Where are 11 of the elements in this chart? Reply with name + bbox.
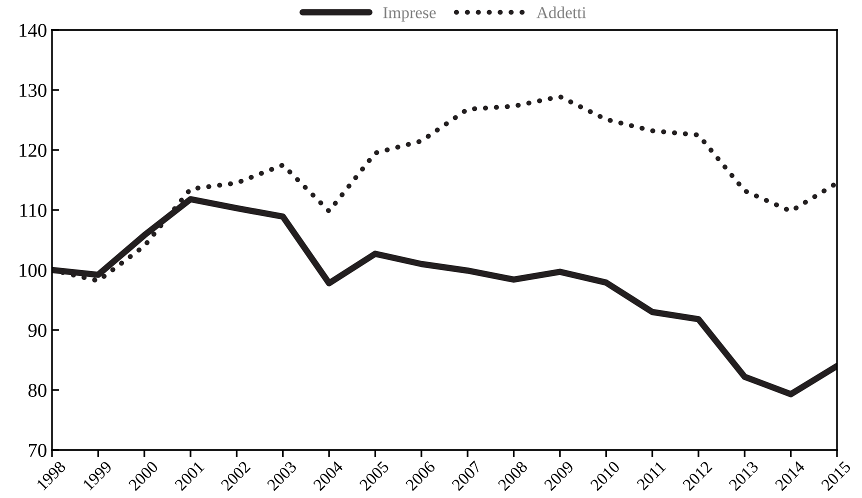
x-tick-label: 2011 <box>636 460 666 491</box>
y-tick-label: 70 <box>28 444 46 457</box>
y-tick-label: 120 <box>20 144 46 157</box>
y-tick-label: 80 <box>28 384 46 397</box>
y-tick-label: 110 <box>20 204 46 217</box>
legend-label: Addetti <box>536 6 586 18</box>
y-tick-label: 90 <box>28 324 46 337</box>
legend-label: Imprese <box>383 7 436 22</box>
y-tick-label: 140 <box>20 24 46 37</box>
y-tick-label: 130 <box>20 84 46 97</box>
y-tick-label: 100 <box>20 264 46 277</box>
